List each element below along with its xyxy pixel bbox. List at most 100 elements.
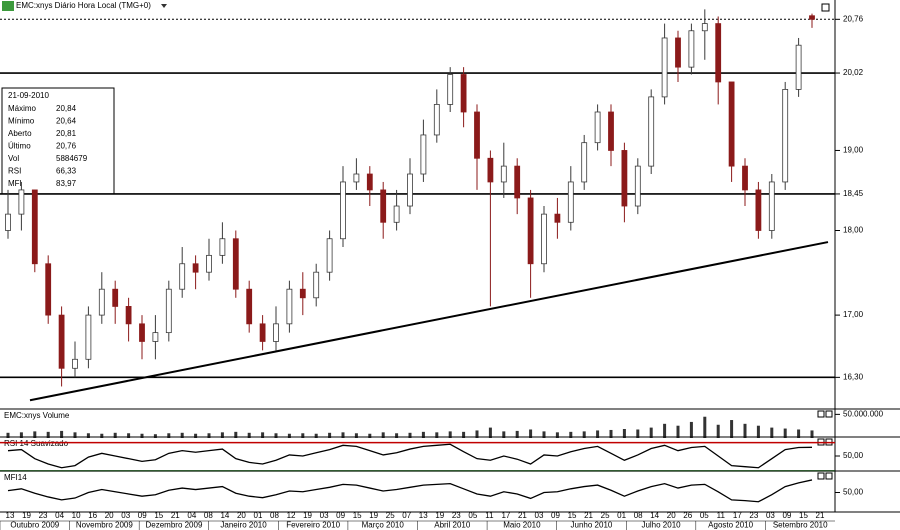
x-day-label: 19 [435,511,444,520]
volume-bar [663,423,667,438]
candle-body [433,104,440,136]
volume-bar [86,433,90,438]
candle-body [18,189,25,215]
x-day-label: 15 [154,511,163,520]
candle-body [728,81,735,167]
dropdown-arrow[interactable] [161,4,167,8]
x-day-label: 23 [452,511,461,520]
info-value: 20,64 [56,117,77,126]
x-month-label: Janeiro 2010 [220,521,267,530]
x-month-label: Junho 2010 [571,521,613,530]
x-day-label: 05 [700,511,709,520]
x-day-label: 03 [320,511,329,520]
candle-body [259,323,266,342]
volume-bar [274,433,278,438]
volume-bar [542,431,546,438]
x-day-label: 03 [121,511,130,520]
x-day-label: 08 [270,511,279,520]
volume-bar [100,433,104,438]
volume-bar [582,431,586,438]
candle-body [273,323,279,342]
x-day-label: 03 [766,511,775,520]
x-month-label: Abril 2010 [434,521,471,530]
candle-body [594,111,601,144]
y-tick-label: 18,00 [843,226,864,235]
volume-bar [448,431,452,438]
x-month-label: Novembro 2009 [76,521,133,530]
x-day-label: 01 [254,511,263,520]
volume-bar [194,433,198,438]
candle-body [299,288,306,299]
x-day-label: 23 [749,511,758,520]
info-value: 20,76 [56,142,77,151]
indicator-line [7,479,813,503]
volume-bar [395,433,399,438]
y-tick-label: 50.000.000 [843,409,884,418]
volume-bar [354,433,358,438]
volume-bar [609,429,613,438]
volume-bar [730,420,734,438]
volume-bar [475,430,479,438]
candle-body [286,288,293,325]
candle-body [661,37,668,98]
volume-bar [301,433,305,438]
x-day-label: 08 [204,511,213,520]
maximize-button[interactable] [817,410,825,418]
candle-body [487,157,494,183]
x-day-label: 01 [617,511,626,520]
info-label: Mínimo [8,117,35,126]
x-day-label: 21 [518,511,527,520]
volume-bar [408,432,412,438]
candle-body [72,358,78,369]
x-day-label: 15 [568,511,577,520]
volume-bar [462,431,466,438]
candle-body [31,189,38,265]
candle-body [768,181,775,231]
candle-body [648,96,655,167]
info-value: 83,97 [56,179,77,188]
candle-body [500,165,507,183]
candle-body [527,197,534,265]
x-day-label: 26 [683,511,692,520]
candle-body [152,332,159,342]
volume-bar [770,427,774,438]
x-day-label: 11 [485,511,494,520]
volume-bar [649,427,653,438]
volume-bar [676,425,680,438]
x-month-label: Dezembro 2009 [145,521,202,530]
x-day-label: 19 [22,511,31,520]
volume-bar [743,423,747,438]
x-day-label: 12 [287,511,296,520]
maximize-button[interactable] [817,472,825,480]
candle-body [554,213,561,223]
volume-bar [247,432,251,438]
candle-body [393,205,400,223]
frame-close-button[interactable] [821,3,830,12]
candle-body [45,263,52,316]
x-day-label: 07 [402,511,411,520]
candle-body [541,213,547,265]
candle-body [219,238,226,256]
volume-bar [596,430,600,438]
candle-body [567,181,574,223]
close-button[interactable] [825,472,833,480]
volume-bar [73,432,77,438]
volume-bar [783,428,787,438]
candle-body [139,323,145,342]
close-button[interactable] [825,410,833,418]
candle-body [98,288,105,316]
x-day-label: 21 [171,511,180,520]
info-label: Vol [8,154,19,163]
x-month-label: Setembro 2010 [773,521,828,530]
x-day-label: 15 [799,511,808,520]
info-value: 20,81 [56,129,77,138]
x-day-label: 03 [535,511,544,520]
indicator-line [7,443,813,469]
volume-bar [153,434,157,438]
x-day-label: 25 [601,511,610,520]
y-tick-label: 50,00 [843,451,864,460]
x-day-label: 21 [816,511,825,520]
info-value: 66,33 [56,167,77,176]
x-day-label: 10 [72,511,81,520]
